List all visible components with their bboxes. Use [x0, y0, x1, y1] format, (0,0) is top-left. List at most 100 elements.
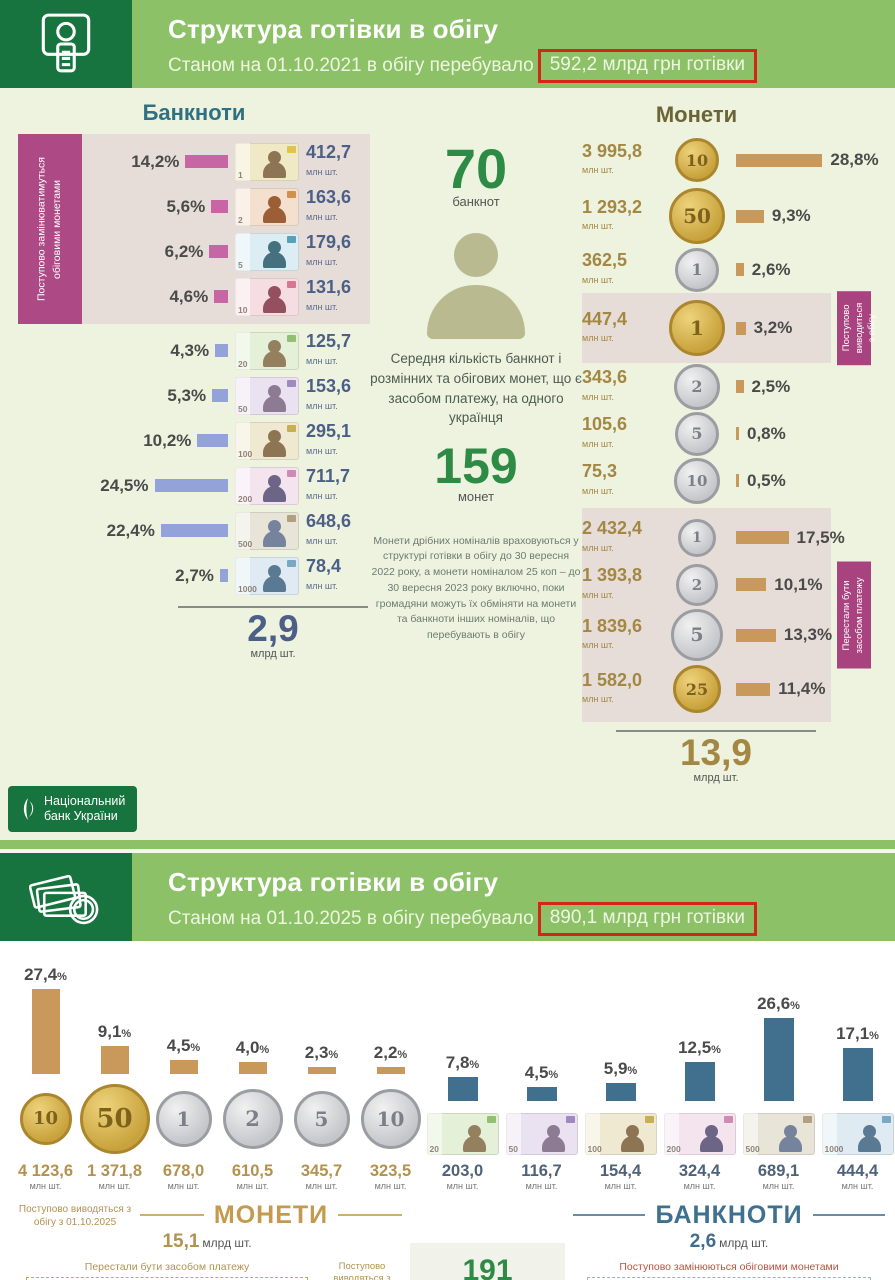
share-label: 28,8%	[830, 150, 879, 169]
count-value: 362,5 млн шт.	[582, 250, 628, 285]
banknote-row-200: 24,5% 200 711,7 млн шт.	[18, 463, 370, 508]
share-bar	[209, 245, 228, 258]
share-bar	[736, 153, 823, 167]
subtitle-prefix: Станом на 01.10.2025 в обігу перебувало	[168, 908, 534, 929]
section-2025: Структура готівки в обігу Станом на 01.1…	[0, 853, 895, 1280]
count-value: 75,3 млн шт.	[582, 461, 618, 496]
count-unit: млн шт.	[98, 1180, 131, 1191]
portrait-silhouette	[620, 1124, 644, 1152]
highlighted-amount: 890,1 млрд грн готівки	[537, 902, 758, 936]
share-label: 2,5%	[751, 376, 791, 396]
ceased-tag: Перестали бути засобом платежу	[837, 561, 871, 669]
portrait-silhouette	[263, 285, 286, 313]
coin-5kop-icon: 5	[671, 609, 723, 661]
portrait-silhouette	[263, 240, 286, 268]
share-bar	[197, 434, 228, 447]
share-bar	[100, 1045, 129, 1074]
nbu-logo: Національний банк України	[8, 786, 138, 832]
page-title: Структура готівки в обігу	[168, 14, 499, 44]
coin-2hrn-icon: 2	[674, 363, 720, 410]
banknote-1000-thumb: 1000	[235, 556, 299, 595]
replaced-by-coins-group: Поступово замінюватимуться обіговими мон…	[18, 134, 370, 324]
person-icon	[423, 233, 529, 339]
coin-25kop-icon: 25	[673, 665, 721, 713]
coin-row-1kop: 2 432,4 млн шт. 1 17,5%	[582, 514, 845, 561]
banknote-1000-thumb: 1000	[821, 1112, 894, 1155]
banknotes-title: Банкноти	[142, 100, 246, 125]
highlighted-amount: 592,2 млрд грн готівки	[537, 49, 758, 83]
share-bar	[238, 1061, 267, 1074]
coin-row-50kop: 1 293,2 млн шт. 50 9,3%	[582, 186, 871, 246]
count-unit: млн шт.	[236, 1180, 269, 1191]
coin-50kop-icon: 50	[669, 188, 725, 244]
share-bar	[736, 628, 776, 642]
share-label: 4,3%	[170, 340, 210, 360]
banknote-column-200: 12,5% 200 324,4 млн шт.	[661, 1038, 738, 1191]
portrait-silhouette	[263, 150, 286, 178]
share-bar	[736, 209, 764, 223]
share-label: 22,4%	[106, 520, 155, 540]
atm-icon	[0, 0, 132, 88]
count-value: 323,5	[369, 1161, 412, 1180]
coin-10hrn-icon: 10	[674, 457, 720, 504]
share-bar	[154, 479, 228, 492]
share-label: 10,1%	[774, 574, 823, 594]
coin-column-10hrn: 2,2% 10 323,5 млн шт.	[357, 1043, 424, 1191]
denomination: 20	[429, 1143, 439, 1154]
coins-total: 13,9 млрд шт.	[616, 730, 816, 784]
share-label: 5,3%	[167, 385, 207, 405]
coins-section-title: МОНЕТИ	[140, 1201, 402, 1230]
ceased-coin-group: 2 432,4 млн шт. 1 17,5% 1 393,8 млн шт. 2 …	[582, 508, 871, 722]
count-value: 125,7 млн шт.	[306, 331, 352, 366]
banknote-200-thumb: 200	[663, 1112, 736, 1155]
share-label: 4,0%	[235, 1037, 270, 1057]
banknotes-section-title: БАНКНОТИ	[573, 1201, 885, 1230]
coin-column-10kop: 27,4% 10 4 123,6 млн шт.	[12, 965, 79, 1191]
coin-column-2hrn: 4,0% 2 610,5 млн шт.	[219, 1038, 286, 1191]
count-value: 343,6 млн шт.	[582, 367, 628, 402]
banknote-row-1000: 2,7% 1000 78,4 млн шт.	[18, 553, 370, 598]
share-label: 13,3%	[783, 625, 833, 644]
coin-column-1hrn: 4,5% 1 678,0 млн шт.	[150, 1036, 217, 1191]
coin-row-5kop: 1 839,6 млн шт. 5 13,3%	[582, 608, 833, 662]
per-capita-2021: 70 банкнот Середня кількість банкнот і р…	[370, 96, 582, 784]
share-label: 2,7%	[175, 565, 214, 585]
share-label: 9,1%	[97, 1021, 132, 1041]
share-bar	[736, 380, 744, 393]
banknotes-coin-icon	[0, 853, 132, 941]
share-label: 2,2%	[373, 1043, 408, 1063]
share-bar	[736, 263, 744, 276]
banknote-column-500: 26,6% 500 689,1 млн шт.	[740, 994, 817, 1191]
share-bar	[736, 427, 739, 440]
count-value: 324,4	[678, 1161, 721, 1180]
share-label: 17,5%	[796, 527, 845, 547]
replace-bracket: Поступово замінюються обіговими монетами	[573, 1261, 885, 1280]
coin-row-2kop: 1 393,8 млн шт. 2 10,1%	[582, 561, 831, 608]
banknote-column-20: 7,8% 20 203,0 млн шт.	[424, 1053, 501, 1191]
count-value: 2 432,4 млн шт.	[582, 518, 643, 553]
share-label: 2,3%	[304, 1042, 339, 1062]
share-bar	[219, 569, 228, 582]
count-value: 163,6 млн шт.	[306, 187, 352, 222]
banknotes-word: банкнот	[452, 194, 500, 210]
count-value: 3 995,8 млн шт.	[582, 140, 643, 176]
portrait-silhouette	[778, 1124, 802, 1152]
share-bar	[215, 344, 228, 357]
banknote-row-5: 6,2% 5 179,6 млн шт.	[18, 229, 370, 274]
count-unit: млн шт.	[762, 1180, 795, 1191]
share-label: 26,6%	[757, 994, 800, 1014]
portrait-silhouette	[699, 1124, 723, 1152]
portrait-silhouette	[263, 474, 286, 502]
banknotes-total: 2,9 млрд шт.	[178, 606, 368, 660]
header-2025: Структура готівки в обігу Станом на 01.1…	[0, 853, 895, 941]
exchange-footnote: Монети дрібних номіналів враховуються у …	[371, 534, 581, 642]
share-label: 17,1%	[836, 1023, 879, 1043]
portrait-silhouette	[263, 384, 286, 412]
share-label: 6,2%	[164, 241, 204, 261]
coin-1hrn-icon: 1	[675, 247, 719, 292]
share-label: 9,3%	[771, 206, 811, 225]
coins-per-capita: 191	[462, 1253, 513, 1280]
coins-2021-chart: Монети 3 995,8 млн шт. 10 28,8% 1 293,2 мл…	[582, 96, 879, 784]
banknotes-total: 2,6 млрд шт.	[689, 1230, 769, 1252]
coins-total: 15,1 млрд шт.	[162, 1230, 252, 1252]
